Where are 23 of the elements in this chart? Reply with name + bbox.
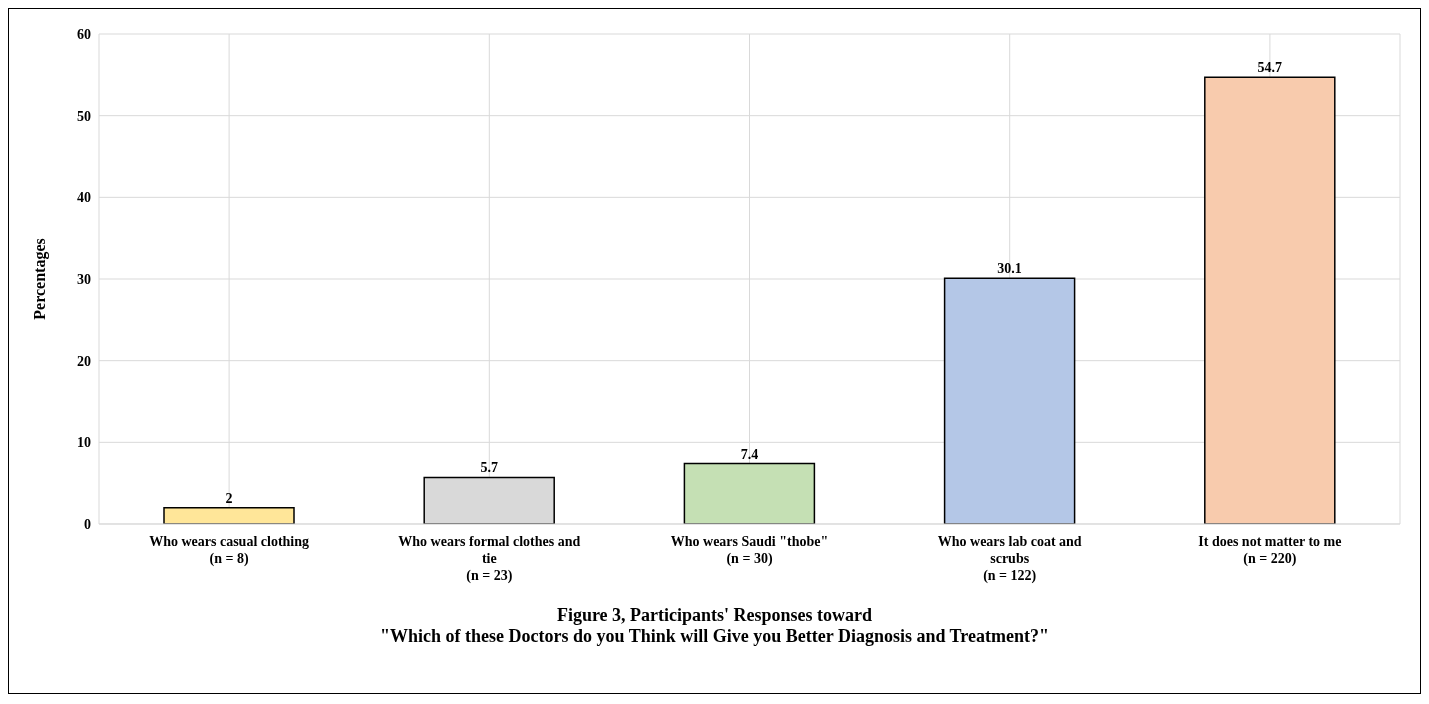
- bar: [943, 277, 1076, 524]
- x-tick-label: Who wears lab coat and scrubs (n = 122): [937, 534, 1082, 584]
- y-tick-label: 0: [84, 516, 91, 532]
- x-tick-label: Who wears Saudi "thobe" (n = 30): [670, 534, 829, 567]
- y-tick-label: 10: [77, 435, 91, 451]
- y-tick-label: 20: [77, 353, 91, 369]
- data-label: 5.7: [480, 460, 498, 476]
- data-label: 30.1: [997, 261, 1022, 277]
- bar: [683, 462, 816, 524]
- data-label: 54.7: [1257, 60, 1283, 76]
- data-label: 2: [225, 490, 233, 506]
- y-axis-title: Percentages: [30, 238, 49, 320]
- text: Figure 3, Participants' Responses toward "Which of these Doctors do you Think will Give you Better Diagnosis and Treatment?": [379, 605, 1050, 647]
- x-tick-label: It does not matter to me (n = 220): [1198, 534, 1342, 567]
- y-tick-label: 60: [77, 26, 91, 42]
- data-label: 7.4: [740, 446, 759, 462]
- y-tick-label: 30: [77, 271, 91, 287]
- x-tick-label: Who wears casual clothing (n = 8): [149, 534, 310, 567]
- y-tick-label: 50: [77, 108, 91, 124]
- bar: [1204, 76, 1336, 524]
- y-tick-label: 40: [77, 190, 91, 206]
- x-tick-label: Who wears formal clothes and tie (n = 23): [398, 534, 581, 584]
- bar: [163, 506, 295, 524]
